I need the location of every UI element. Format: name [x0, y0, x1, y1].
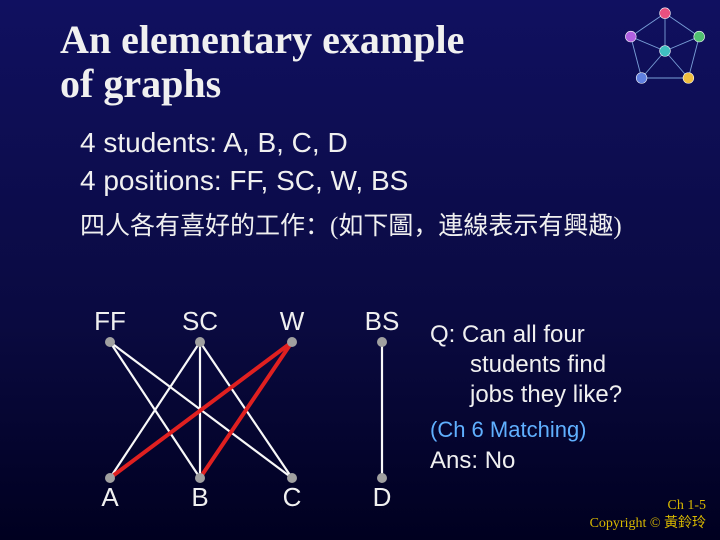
line-positions: 4 positions: FF, SC, W, BS [80, 162, 720, 200]
top-label-ff: FF [88, 306, 132, 337]
question-line-2: students find [430, 350, 700, 380]
corner-decoration [620, 6, 710, 96]
top-label-bs: BS [360, 306, 404, 337]
question-line-3: jobs they like? [430, 380, 700, 410]
top-label-w: W [270, 306, 314, 337]
chapter-ref: (Ch 6 Matching) [430, 416, 700, 444]
footer-chapter: Ch 1-5 [590, 497, 706, 515]
top-label-sc: SC [178, 306, 222, 337]
answer: Ans: No [430, 446, 700, 476]
bottom-label-d: D [367, 482, 397, 513]
bottom-label-c: C [277, 482, 307, 513]
bottom-label-b: B [185, 482, 215, 513]
question-line-1: Q: Can all four [430, 320, 700, 350]
line-cjk: 四人各有喜好的工作：(如下圖，連線表示有興趣) [0, 206, 720, 242]
title-line-2: of graphs [60, 61, 221, 106]
title-line-1: An elementary example [60, 17, 464, 62]
footer-copyright: Copyright © 黃鈴玲 [590, 515, 706, 533]
bottom-label-a: A [95, 482, 125, 513]
bipartite-graph: FFSCWBSABCD [70, 300, 430, 500]
line-students: 4 students: A, B, C, D [80, 124, 720, 162]
